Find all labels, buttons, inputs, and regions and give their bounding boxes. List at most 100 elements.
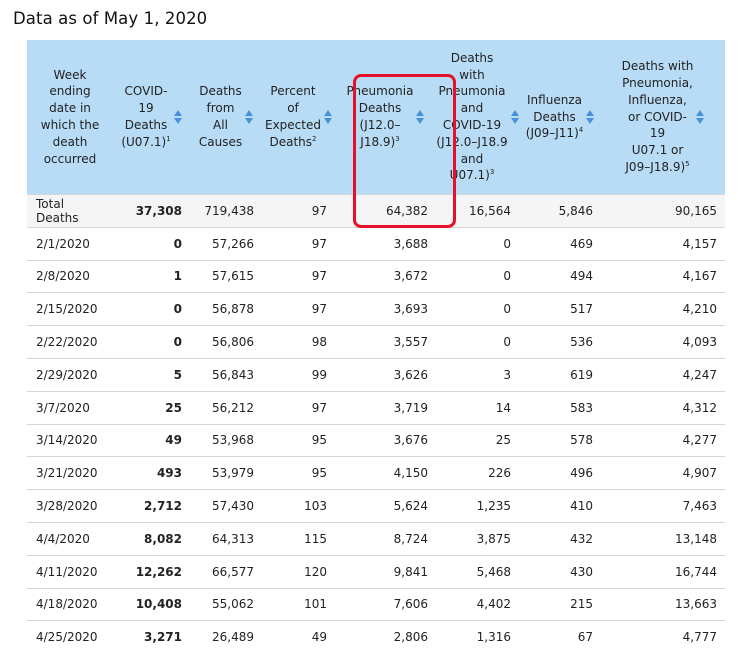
cell-week-ending: 2/15/2020: [27, 293, 113, 326]
cell-all-cause-deaths: 57,615: [190, 260, 262, 293]
cell-pneumonia-covid-deaths: 226: [436, 457, 519, 490]
cell-influenza-deaths: 67: [519, 621, 601, 653]
cell-all-cause-deaths: 53,979: [190, 457, 262, 490]
cell-influenza-deaths: 5,846: [519, 195, 601, 228]
cell-pic-deaths: 4,277: [601, 424, 725, 457]
cell-covid-deaths: 0: [113, 293, 190, 326]
cell-pneumonia-deaths: 7,606: [335, 588, 436, 621]
cell-influenza-deaths: 583: [519, 391, 601, 424]
cell-all-cause-deaths: 719,438: [190, 195, 262, 228]
cell-pneumonia-deaths: 4,150: [335, 457, 436, 490]
cell-influenza-deaths: 430: [519, 555, 601, 588]
cell-pneumonia-deaths: 3,557: [335, 326, 436, 359]
cell-all-cause-deaths: 64,313: [190, 522, 262, 555]
cell-percent-expected: 97: [262, 195, 335, 228]
cell-all-cause-deaths: 56,878: [190, 293, 262, 326]
sort-arrows-icon[interactable]: [586, 110, 594, 124]
cell-pic-deaths: 4,167: [601, 260, 725, 293]
footnote-marker: 2: [312, 135, 316, 143]
cell-pic-deaths: 4,093: [601, 326, 725, 359]
cell-percent-expected: 101: [262, 588, 335, 621]
cell-all-cause-deaths: 57,266: [190, 227, 262, 260]
sort-arrows-icon[interactable]: [511, 110, 519, 124]
cell-week-ending: 3/14/2020: [27, 424, 113, 457]
cell-week-ending: 4/11/2020: [27, 555, 113, 588]
cell-percent-expected: 99: [262, 358, 335, 391]
cell-percent-expected: 95: [262, 457, 335, 490]
sort-arrows-icon[interactable]: [416, 110, 424, 124]
cell-pneumonia-deaths: 64,382: [335, 195, 436, 228]
cell-influenza-deaths: 494: [519, 260, 601, 293]
cell-covid-deaths: 493: [113, 457, 190, 490]
cell-influenza-deaths: 410: [519, 490, 601, 523]
sort-arrows-icon[interactable]: [245, 110, 253, 124]
cell-pneumonia-covid-deaths: 1,235: [436, 490, 519, 523]
footnote-marker: 4: [579, 126, 583, 134]
cell-pic-deaths: 4,210: [601, 293, 725, 326]
cell-percent-expected: 95: [262, 424, 335, 457]
cell-pneumonia-deaths: 3,719: [335, 391, 436, 424]
cell-pneumonia-deaths: 8,724: [335, 522, 436, 555]
cell-influenza-deaths: 619: [519, 358, 601, 391]
cell-week-ending: 4/4/2020: [27, 522, 113, 555]
cell-covid-deaths: 3,271: [113, 621, 190, 653]
cell-pneumonia-deaths: 3,626: [335, 358, 436, 391]
cell-all-cause-deaths: 57,430: [190, 490, 262, 523]
sort-arrows-icon[interactable]: [174, 110, 182, 124]
cell-covid-deaths: 49: [113, 424, 190, 457]
cell-pneumonia-deaths: 3,676: [335, 424, 436, 457]
cell-pneumonia-covid-deaths: 0: [436, 260, 519, 293]
sort-arrows-icon[interactable]: [696, 110, 704, 124]
footnote-marker: 3: [395, 135, 399, 143]
cell-week-ending: 4/25/2020: [27, 621, 113, 653]
cell-influenza-deaths: 432: [519, 522, 601, 555]
cell-percent-expected: 98: [262, 326, 335, 359]
cell-covid-deaths: 25: [113, 391, 190, 424]
cell-week-ending: 4/18/2020: [27, 588, 113, 621]
cell-pneumonia-deaths: 2,806: [335, 621, 436, 653]
cell-all-cause-deaths: 53,968: [190, 424, 262, 457]
cell-week-ending: Total Deaths: [27, 195, 113, 228]
cell-pneumonia-covid-deaths: 1,316: [436, 621, 519, 653]
footnote-marker: 5: [685, 160, 689, 168]
cell-pneumonia-covid-deaths: 25: [436, 424, 519, 457]
cell-week-ending: 2/8/2020: [27, 260, 113, 293]
cell-pic-deaths: 13,663: [601, 588, 725, 621]
cell-week-ending: 3/7/2020: [27, 391, 113, 424]
cell-pneumonia-covid-deaths: 3,875: [436, 522, 519, 555]
cell-percent-expected: 115: [262, 522, 335, 555]
cell-influenza-deaths: 215: [519, 588, 601, 621]
sort-arrows-icon[interactable]: [324, 110, 332, 124]
cell-pic-deaths: 7,463: [601, 490, 725, 523]
cell-covid-deaths: 0: [113, 227, 190, 260]
cell-percent-expected: 49: [262, 621, 335, 653]
cell-percent-expected: 97: [262, 293, 335, 326]
cell-percent-expected: 97: [262, 391, 335, 424]
cell-all-cause-deaths: 66,577: [190, 555, 262, 588]
cell-covid-deaths: 37,308: [113, 195, 190, 228]
cell-pneumonia-covid-deaths: 3: [436, 358, 519, 391]
